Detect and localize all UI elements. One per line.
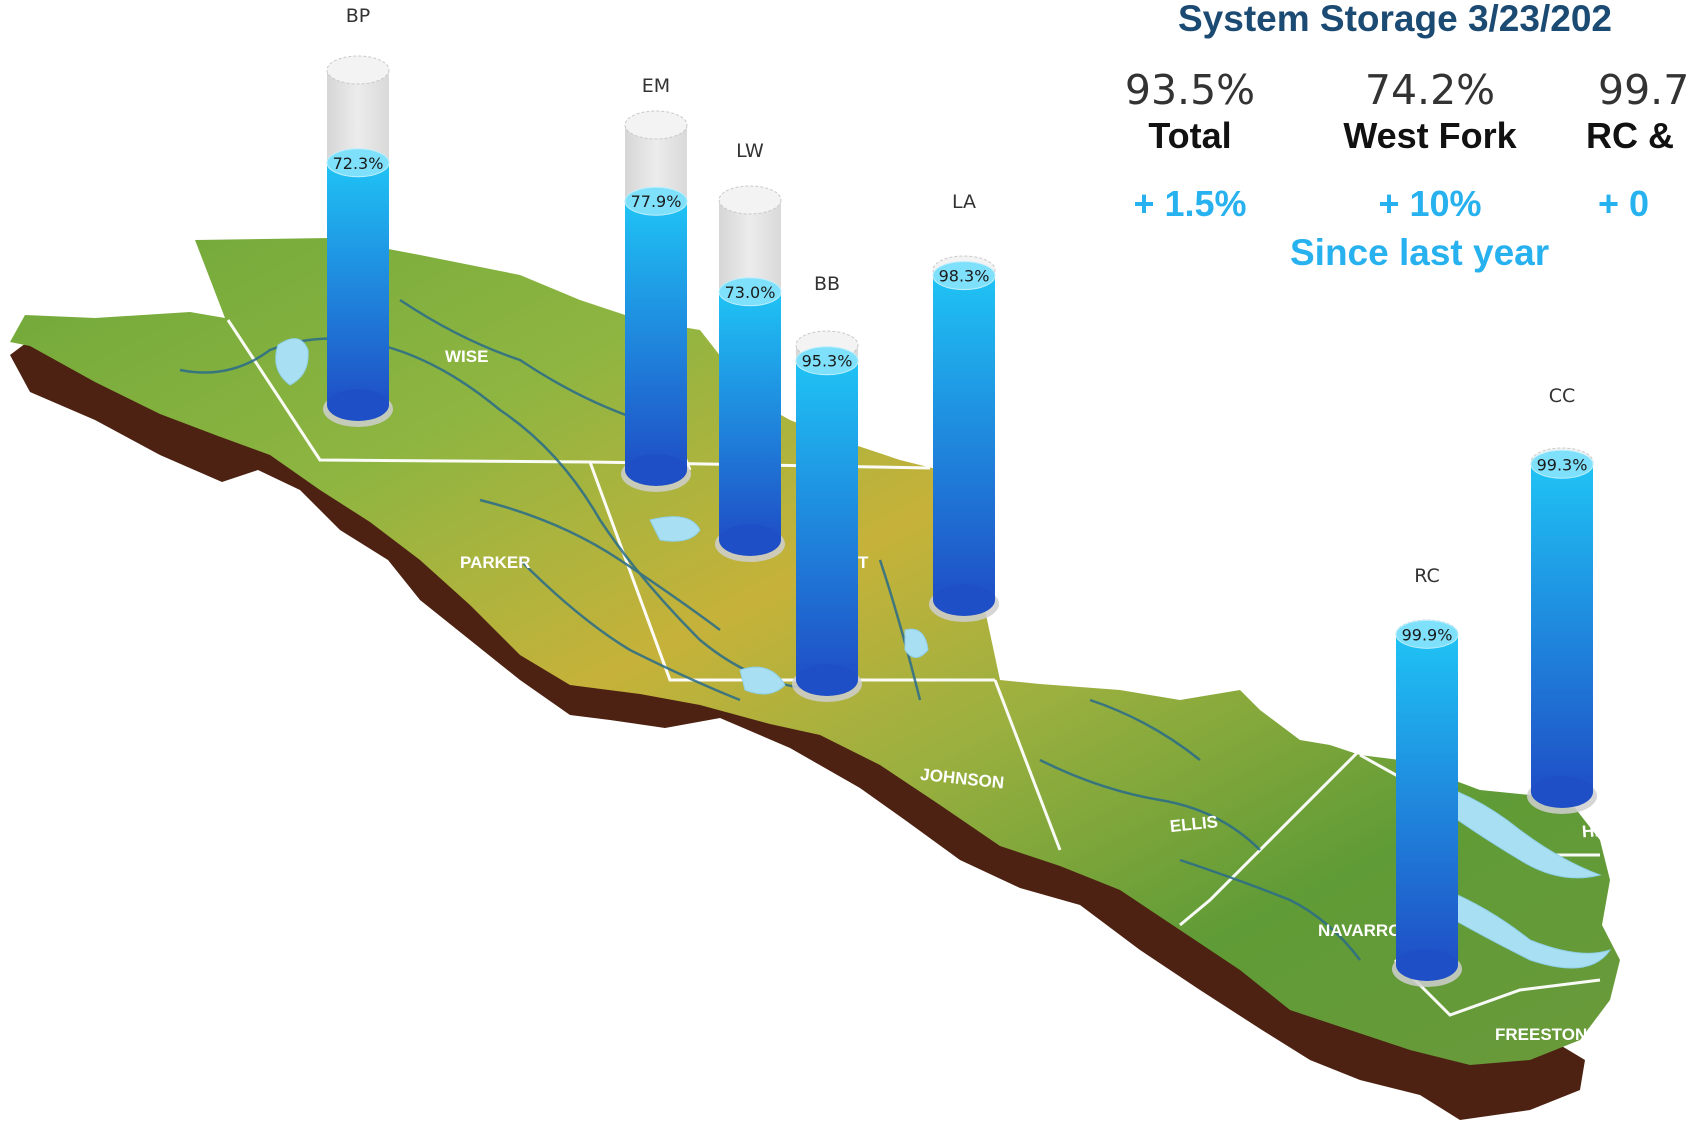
stat-west-fork: 74.2% West Fork + 10% <box>1310 66 1550 224</box>
cylinder-fill-cc <box>1531 464 1593 792</box>
cylinder-fill-bp <box>327 162 389 405</box>
county-label-parker: PARKER <box>460 553 531 572</box>
county-label-ellis: ELLIS <box>1169 812 1219 836</box>
county-label-partial: T <box>858 553 869 572</box>
cylinder-surface-la <box>932 261 996 291</box>
cylinder-fill-la <box>933 275 995 600</box>
cylinder-fill-bb <box>796 360 858 680</box>
stat-west-fork-value: 74.2% <box>1364 66 1496 114</box>
summary-title: System Storage 3/23/202 <box>1178 0 1612 39</box>
county-label-freestone: FREESTONE <box>1495 1025 1599 1044</box>
value-label-bb: 95.3% <box>802 352 853 371</box>
cylinder-fill-em <box>625 201 687 470</box>
cylinder-base-bb <box>796 664 858 696</box>
storage-cylinders: 72.3% BP 77.9% EM 73.0% LW 95.3% BB 98.3% LA 99.9%… <box>323 5 1597 987</box>
cylinder-surface-cc <box>1530 449 1594 479</box>
stat-rc-change: + 0 <box>1598 183 1650 224</box>
value-label-cc: 99.3% <box>1537 455 1588 474</box>
stat-rc-value: 99.7 <box>1598 66 1690 114</box>
stat-total-label: Total <box>1148 115 1232 156</box>
category-label-rc: RC <box>1414 565 1440 587</box>
cylinder-surface-lw <box>718 277 782 307</box>
lakes <box>275 338 1612 969</box>
cylinder-fill-lw <box>719 291 781 540</box>
stat-total-value: 93.5% <box>1124 66 1256 114</box>
county-label-wise: WISE <box>445 347 488 366</box>
cylinder-base-lw <box>719 524 781 556</box>
value-label-lw: 73.0% <box>725 283 776 302</box>
cylinder-surface-em <box>624 186 688 216</box>
value-label-rc: 99.9% <box>1402 625 1453 644</box>
cylinder-rim-lw <box>718 185 782 215</box>
category-label-bp: BP <box>346 5 371 27</box>
cylinder-rim-bp <box>326 55 390 85</box>
stat-rc-label: RC & <box>1586 115 1674 156</box>
stat-west-fork-label: West Fork <box>1343 115 1517 156</box>
county-label-henderson: HENDERSON <box>1581 815 1691 842</box>
cylinder-surface-bb <box>795 346 859 376</box>
stat-total-change: + 1.5% <box>1133 183 1247 224</box>
cylinder-base-bp <box>327 389 389 421</box>
category-label-em: EM <box>642 75 670 97</box>
county-label-navarro: NAVARRO <box>1318 921 1401 940</box>
category-label-cc: CC <box>1549 385 1576 407</box>
stat-total: 93.5% Total + 1.5% <box>1070 66 1310 224</box>
value-label-em: 77.9% <box>631 192 682 211</box>
stat-west-fork-change: + 10% <box>1378 183 1482 224</box>
cylinder-surface-rc <box>1395 619 1459 649</box>
value-label-bp: 72.3% <box>333 154 384 173</box>
cylinder-base-la <box>933 584 995 616</box>
stat-rc: 99.7 RC & + 0 <box>1568 66 1691 224</box>
cylinder-surface-bp <box>326 148 390 178</box>
value-label-la: 98.3% <box>939 267 990 286</box>
since-last-year-label: Since last year <box>1290 232 1550 273</box>
cylinder-base-rc <box>1396 949 1458 981</box>
cylinder-fill-rc <box>1396 634 1458 965</box>
category-label-lw: LW <box>736 140 764 162</box>
category-label-bb: BB <box>814 273 840 295</box>
cylinder-rim-em <box>624 110 688 140</box>
cylinder-base-em <box>625 454 687 486</box>
category-label-la: LA <box>952 191 976 213</box>
cylinder-base-cc <box>1531 776 1593 808</box>
